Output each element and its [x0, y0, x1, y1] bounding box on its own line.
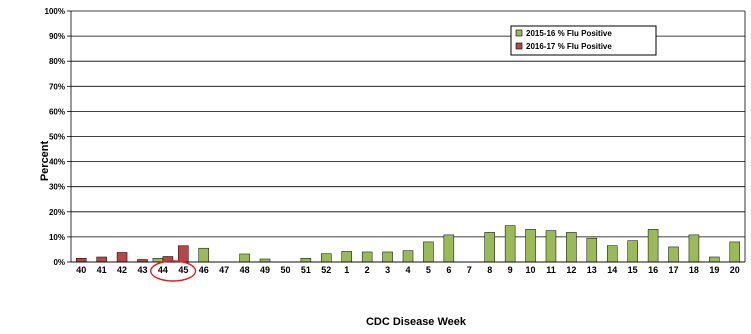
x-tick-label-52: 52	[321, 265, 331, 275]
x-tick-label-8: 8	[487, 265, 492, 275]
bar-2015-16-week-49	[259, 258, 271, 263]
bar-2015-16-week-1	[341, 251, 352, 263]
bar-2015-16-week-8	[484, 232, 495, 263]
y-tick-label: 30%	[49, 183, 65, 192]
x-tick-label-3: 3	[385, 265, 390, 275]
bar-2016-17-week-45	[178, 245, 189, 263]
x-tick-label-40: 40	[76, 265, 86, 275]
bar-2015-16-week-2	[361, 251, 373, 263]
x-tick-label-17: 17	[669, 265, 679, 275]
x-tick-label-43: 43	[137, 265, 147, 275]
bar-2015-16-week-10	[525, 229, 536, 263]
x-tick-label-5: 5	[426, 265, 431, 275]
y-tick-label: 70%	[49, 82, 65, 91]
bar-2015-16-week-17	[668, 246, 679, 263]
y-axis-title: Percent	[39, 140, 51, 181]
x-tick-label-50: 50	[280, 265, 290, 275]
x-tick-label-46: 46	[199, 265, 209, 275]
bar-2016-17-week-40	[75, 257, 87, 263]
x-tick-label-41: 41	[97, 265, 107, 275]
bar-2015-16-week-14	[606, 245, 618, 263]
legend-label-2016-17: 2016-17 % Flu Positive	[526, 42, 612, 51]
x-tick-label-14: 14	[607, 265, 617, 275]
x-tick-label-15: 15	[628, 265, 638, 275]
bar-2016-17-week-41	[96, 256, 107, 263]
x-tick-label-7: 7	[467, 265, 472, 275]
y-tick-label: 90%	[49, 32, 65, 41]
y-tick-label: 0%	[53, 258, 65, 267]
bar-2015-16-week-16	[647, 229, 659, 263]
y-tick-label: 50%	[49, 133, 65, 142]
x-axis-ticks: 40 41 42 43 44 45 46 47 48 49 50 51 52 1 2 3 4 5 6 7 8 9 10 11 1…	[76, 265, 740, 275]
legend-swatch-2016-17	[515, 42, 523, 50]
y-tick-label: 40%	[49, 158, 65, 167]
bar-2015-16-week-44	[152, 257, 164, 263]
x-tick-label-44: 44	[158, 265, 168, 275]
bar-2015-16-week-48	[239, 253, 250, 263]
x-axis-title: CDC Disease Week	[366, 316, 467, 328]
x-tick-label-47: 47	[219, 265, 229, 275]
highlight-ellipse	[149, 260, 197, 282]
bar-2015-16-week-18	[688, 234, 700, 263]
x-tick-label-45: 45	[178, 265, 188, 275]
x-tick-label-9: 9	[508, 265, 513, 275]
x-tick-label-10: 10	[526, 265, 536, 275]
x-tick-label-48: 48	[240, 265, 250, 275]
y-tick-label: 10%	[49, 233, 65, 242]
bar-2015-16-week-19	[709, 256, 720, 263]
x-tick-label-42: 42	[117, 265, 127, 275]
bar-2015-16-week-51	[300, 257, 312, 263]
y-tick-label: 80%	[49, 57, 65, 66]
x-tick-label-12: 12	[566, 265, 576, 275]
x-tick-label-1: 1	[344, 265, 349, 275]
x-tick-label-51: 51	[301, 265, 311, 275]
bar-2015-16-week-15	[627, 240, 638, 263]
y-tick-label: 100%	[45, 7, 65, 16]
bar-2015-16-week-3	[382, 251, 393, 263]
legend-swatch-2015-16	[515, 29, 523, 37]
legend-box	[510, 25, 657, 56]
y-tick-label: 20%	[49, 208, 65, 217]
bar-2015-16-week-11	[545, 230, 557, 263]
x-tick-label-18: 18	[689, 265, 699, 275]
x-tick-label-11: 11	[546, 265, 556, 275]
bar-2015-16-week-6	[443, 234, 455, 263]
x-tick-label-20: 20	[730, 265, 740, 275]
annotations	[149, 260, 197, 282]
x-tick-label-2: 2	[365, 265, 370, 275]
bar-2015-16-week-46	[198, 247, 210, 263]
x-tick-label-19: 19	[709, 265, 719, 275]
x-tick-label-4: 4	[405, 265, 410, 275]
bar-2015-16-week-9	[504, 225, 516, 263]
bar-2015-16-week-52	[321, 253, 332, 263]
bar-2015-16-week-5	[423, 241, 434, 263]
x-tick-label-49: 49	[260, 265, 270, 275]
bar-2015-16-week-4	[402, 250, 414, 263]
bar-2015-16-week-13	[586, 237, 598, 263]
x-tick-label-6: 6	[446, 265, 451, 275]
y-axis-ticks: 0% 10% 20% 30% 40% 50% 60% 70% 80% 90% 100%	[45, 7, 71, 267]
x-tick-label-13: 13	[587, 265, 597, 275]
y-tick-label: 60%	[49, 107, 65, 116]
x-tick-label-16: 16	[648, 265, 658, 275]
bar-2016-17-week-42	[116, 252, 128, 263]
legend: 2015-16 % Flu Positive 2016-17 % Flu Pos…	[510, 25, 657, 56]
bar-2015-16-week-20	[729, 241, 741, 263]
bar-2015-16-week-12	[566, 232, 577, 263]
legend-label-2015-16: 2015-16 % Flu Positive	[526, 29, 612, 38]
bars	[71, 225, 745, 263]
